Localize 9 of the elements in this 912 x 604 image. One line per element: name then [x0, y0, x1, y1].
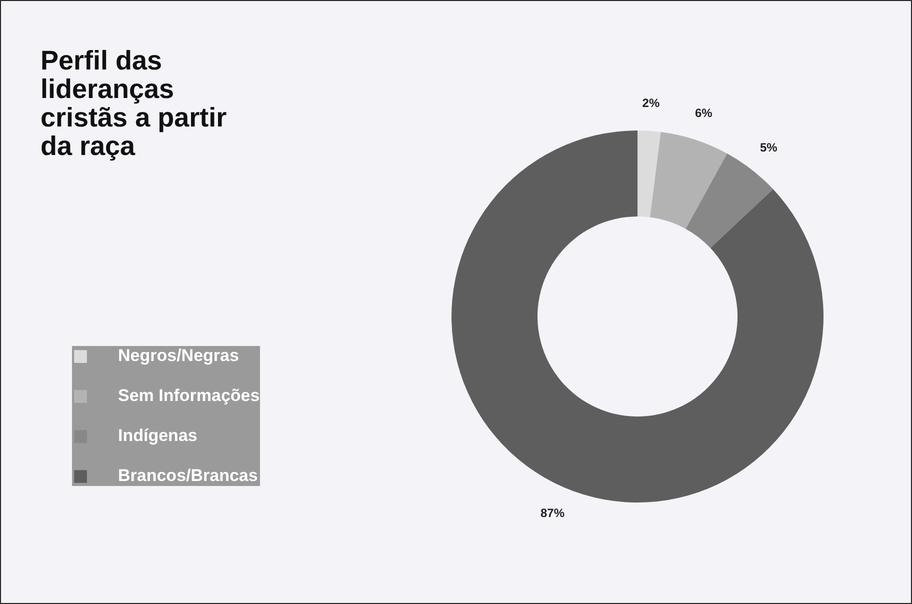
legend-label: Negros/Negras	[118, 346, 239, 366]
legend-label: Sem Informações	[118, 386, 260, 406]
data-label: 5%	[760, 140, 778, 154]
legend-label: Brancos/Brancas	[118, 466, 258, 486]
legend-label: Indígenas	[118, 426, 198, 446]
data-label: 2%	[642, 96, 660, 110]
data-label: 87%	[540, 506, 565, 520]
chart-title: Perfil das lideranças cristãs a partir da raça	[40, 46, 228, 161]
data-label: 6%	[694, 106, 713, 120]
